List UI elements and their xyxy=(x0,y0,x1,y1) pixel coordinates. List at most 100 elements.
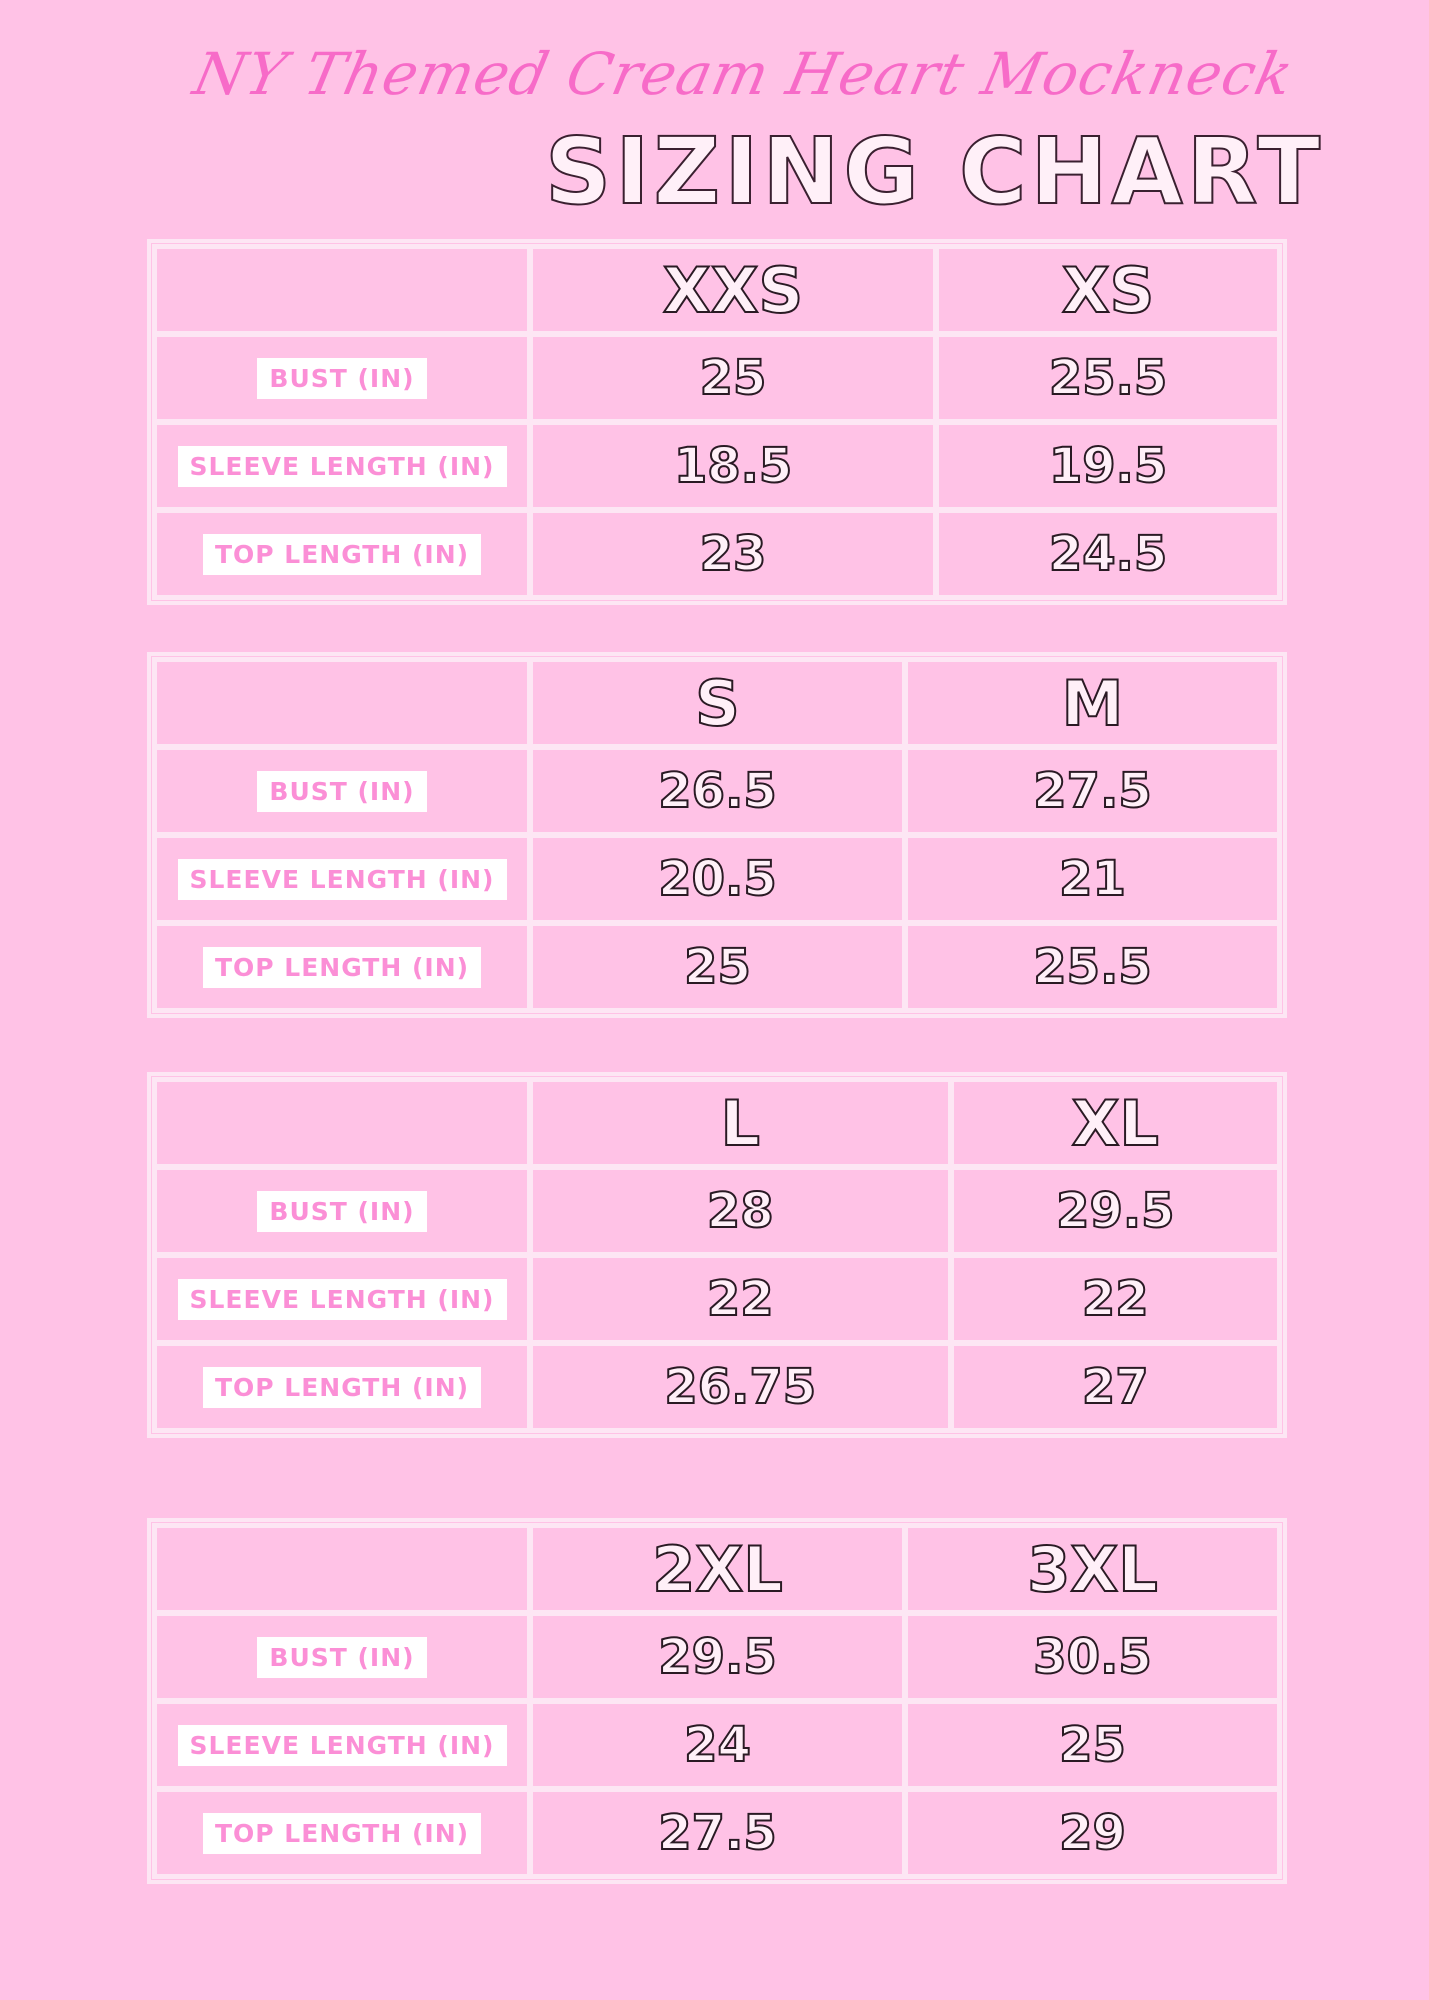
table-row: BUST (IN) 29.5 30.5 xyxy=(152,1611,1282,1703)
size-label: XS xyxy=(1061,253,1155,328)
size-label: XXS xyxy=(662,253,804,328)
value-cell: 28 xyxy=(528,1165,953,1257)
measurement-value: 25 xyxy=(1058,1716,1127,1774)
size-header: M xyxy=(903,657,1282,749)
table-row: TOP LENGTH (IN) 25 25.5 xyxy=(152,921,1282,1013)
table-row: BUST (IN) 26.5 27.5 xyxy=(152,745,1282,837)
value-cell: 20.5 xyxy=(528,833,907,925)
row-label: SLEEVE LENGTH (IN) xyxy=(177,1724,507,1766)
row-label: BUST (IN) xyxy=(257,1636,427,1678)
empty-cell xyxy=(152,657,532,749)
table-row: SLEEVE LENGTH (IN) 24 25 xyxy=(152,1699,1282,1791)
size-table: S M BUST (IN) 26.5 27.5 SLEEVE LENGTH (IN) 20.… xyxy=(147,652,1287,1018)
value-cell: 27.5 xyxy=(528,1787,907,1879)
measurement-value: 23 xyxy=(699,525,768,583)
row-label-cell: BUST (IN) xyxy=(152,1611,532,1703)
size-table: 2XL 3XL BUST (IN) 29.5 30.5 SLEEVE LENGTH (IN… xyxy=(147,1518,1287,1884)
value-cell: 18.5 xyxy=(527,420,939,512)
measurement-value: 22 xyxy=(1081,1270,1150,1328)
size-header: 3XL xyxy=(903,1523,1282,1615)
table-row: TOP LENGTH (IN) 26.75 27 xyxy=(152,1341,1283,1433)
value-cell: 24.5 xyxy=(934,508,1282,600)
row-label-cell: TOP LENGTH (IN) xyxy=(152,1341,532,1433)
measurement-value: 20.5 xyxy=(657,850,777,908)
table-row: BUST (IN) 28 29.5 xyxy=(152,1165,1283,1257)
value-cell: 25 xyxy=(528,921,907,1013)
row-label: TOP LENGTH (IN) xyxy=(202,946,482,988)
row-label: BUST (IN) xyxy=(257,770,427,812)
value-cell: 21 xyxy=(903,833,1282,925)
row-label-cell: SLEEVE LENGTH (IN) xyxy=(152,1253,532,1345)
measurement-value: 26.75 xyxy=(663,1358,817,1416)
measurement-value: 19.5 xyxy=(1048,437,1168,495)
size-label: XL xyxy=(1071,1086,1160,1161)
value-cell: 23 xyxy=(527,508,939,600)
value-cell: 25.5 xyxy=(903,921,1282,1013)
measurement-value: 25 xyxy=(683,938,752,996)
value-cell: 22 xyxy=(528,1253,953,1345)
table-row: SLEEVE LENGTH (IN) 22 22 xyxy=(152,1253,1283,1345)
size-header: S xyxy=(528,657,907,749)
row-label: TOP LENGTH (IN) xyxy=(202,1812,482,1854)
measurement-value: 30.5 xyxy=(1032,1628,1152,1686)
row-label: SLEEVE LENGTH (IN) xyxy=(177,858,507,900)
size-table: XXS XS BUST (IN) 25 25.5 SLEEVE LENGTH (IN) 18… xyxy=(147,239,1287,605)
product-name: NY Themed Cream Heart Mockneck xyxy=(187,40,1300,108)
value-cell: 29.5 xyxy=(528,1611,907,1703)
size-label: M xyxy=(1061,666,1125,741)
measurement-value: 29.5 xyxy=(657,1628,777,1686)
row-label: BUST (IN) xyxy=(257,1190,427,1232)
header-row: L XL xyxy=(152,1077,1283,1169)
table-row: SLEEVE LENGTH (IN) 20.5 21 xyxy=(152,833,1282,925)
size-label: 3XL xyxy=(1026,1532,1158,1607)
value-cell: 30.5 xyxy=(903,1611,1282,1703)
size-header: XXS xyxy=(527,244,939,336)
empty-cell xyxy=(152,244,532,336)
measurement-value: 29.5 xyxy=(1055,1182,1175,1240)
value-cell: 27 xyxy=(948,1341,1283,1433)
table-row: BUST (IN) 25 25.5 xyxy=(152,332,1282,424)
value-cell: 29.5 xyxy=(948,1165,1283,1257)
row-label: BUST (IN) xyxy=(257,357,427,399)
measurement-value: 22 xyxy=(706,1270,775,1328)
value-cell: 24 xyxy=(528,1699,907,1791)
measurement-value: 27 xyxy=(1081,1358,1150,1416)
measurement-value: 25.5 xyxy=(1048,349,1168,407)
row-label-cell: SLEEVE LENGTH (IN) xyxy=(152,1699,532,1791)
measurement-value: 28 xyxy=(706,1182,775,1240)
measurement-value: 25 xyxy=(699,349,768,407)
value-cell: 26.75 xyxy=(528,1341,953,1433)
value-cell: 19.5 xyxy=(934,420,1282,512)
empty-cell xyxy=(152,1523,532,1615)
size-header: 2XL xyxy=(528,1523,907,1615)
measurement-value: 27.5 xyxy=(1032,762,1152,820)
size-label: 2XL xyxy=(651,1532,783,1607)
size-table: L XL BUST (IN) 28 29.5 SLEEVE LENGTH (IN) 22 22… xyxy=(147,1072,1287,1438)
table-row: TOP LENGTH (IN) 27.5 29 xyxy=(152,1787,1282,1879)
measurement-value: 29 xyxy=(1058,1804,1127,1862)
measurement-value: 26.5 xyxy=(657,762,777,820)
header-row: XXS XS xyxy=(152,244,1282,336)
row-label: TOP LENGTH (IN) xyxy=(202,1366,482,1408)
measurement-value: 18.5 xyxy=(673,437,793,495)
row-label-cell: SLEEVE LENGTH (IN) xyxy=(152,833,532,925)
row-label-cell: BUST (IN) xyxy=(152,332,532,424)
value-cell: 29 xyxy=(903,1787,1282,1879)
row-label-cell: BUST (IN) xyxy=(152,1165,532,1257)
row-label-cell: TOP LENGTH (IN) xyxy=(152,508,532,600)
measurement-value: 24 xyxy=(683,1716,752,1774)
measurement-value: 21 xyxy=(1058,850,1127,908)
table-row: SLEEVE LENGTH (IN) 18.5 19.5 xyxy=(152,420,1282,512)
size-header: XL xyxy=(948,1077,1283,1169)
row-label-cell: TOP LENGTH (IN) xyxy=(152,921,532,1013)
measurement-value: 24.5 xyxy=(1048,525,1168,583)
row-label: TOP LENGTH (IN) xyxy=(202,533,482,575)
value-cell: 25.5 xyxy=(934,332,1282,424)
value-cell: 27.5 xyxy=(903,745,1282,837)
page-title: SIZING CHART xyxy=(544,117,1325,226)
row-label: SLEEVE LENGTH (IN) xyxy=(177,1278,507,1320)
size-label: L xyxy=(720,1086,761,1161)
row-label-cell: TOP LENGTH (IN) xyxy=(152,1787,532,1879)
size-label: S xyxy=(694,666,741,741)
measurement-value: 27.5 xyxy=(657,1804,777,1862)
